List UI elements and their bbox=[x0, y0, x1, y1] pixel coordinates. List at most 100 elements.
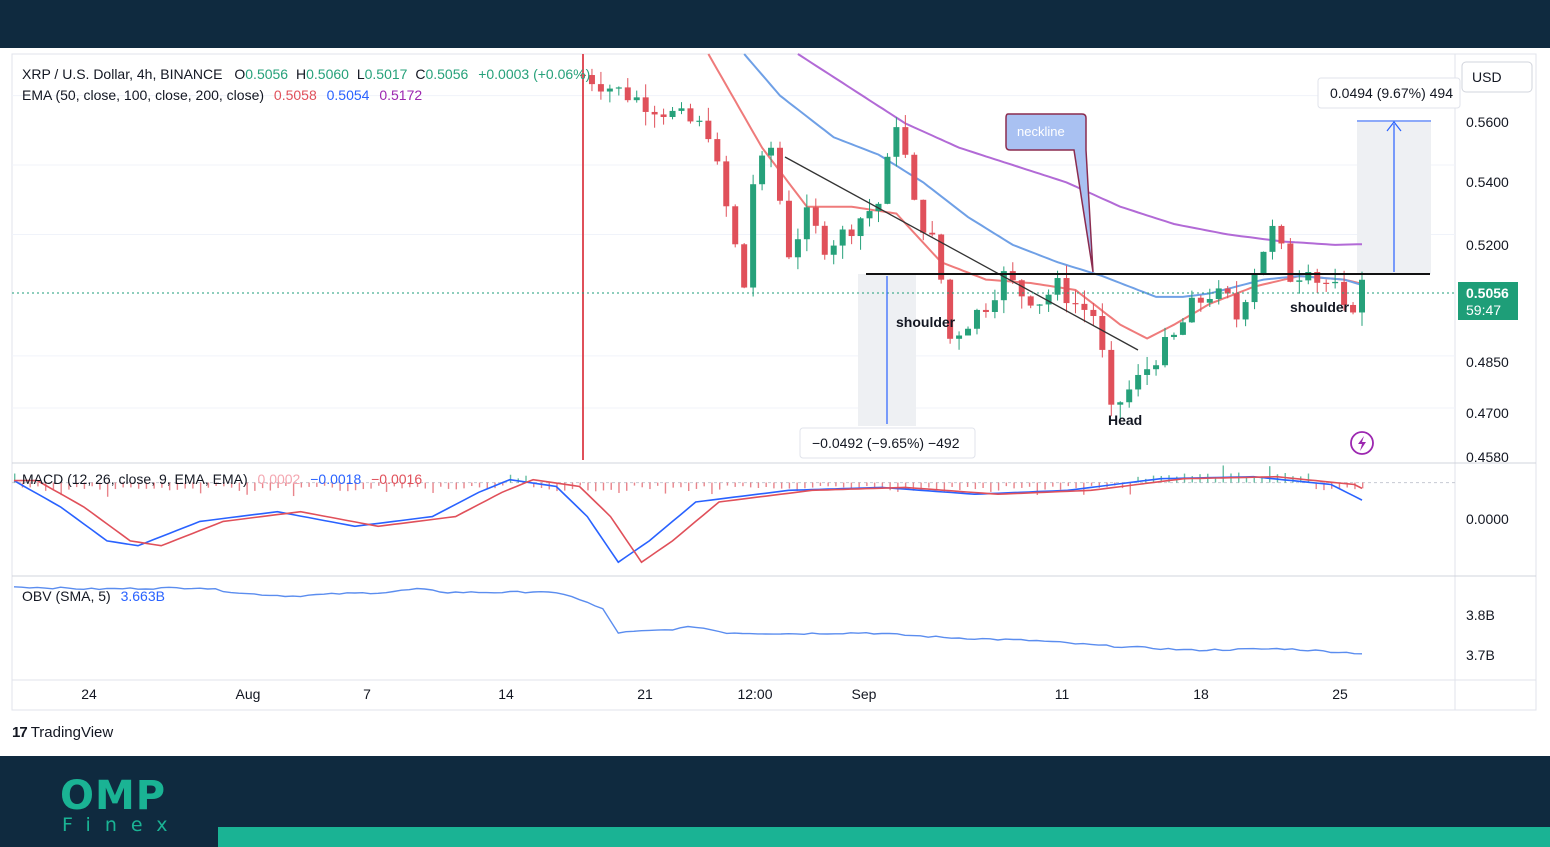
candle-body bbox=[1215, 288, 1222, 299]
time-axis-label: 24 bbox=[81, 686, 97, 702]
candle-body bbox=[1063, 278, 1070, 304]
macd-histogram-bar bbox=[866, 482, 868, 487]
candle-body bbox=[633, 97, 640, 101]
macd-histogram-bar bbox=[540, 482, 543, 489]
macd-histogram-bar bbox=[1346, 482, 1348, 488]
tradingview-icon: 17 bbox=[12, 724, 28, 741]
ema-label: EMA (50, close, 100, close, 200, close) bbox=[22, 87, 264, 103]
macd-histogram-bar bbox=[44, 482, 47, 491]
candle-body bbox=[848, 229, 855, 237]
right-shoulder-label: shoulder bbox=[1290, 299, 1350, 315]
lightning-icon-bolt bbox=[1358, 436, 1366, 451]
tradingview-logo[interactable]: 17 TradingView bbox=[12, 724, 113, 741]
macd-histogram-bar bbox=[1090, 482, 1093, 486]
candle-body bbox=[705, 120, 712, 140]
time-axis-label: 11 bbox=[1055, 686, 1070, 702]
macd-histogram-bar bbox=[726, 482, 729, 486]
change-value: +0.0003 (+0.06%) bbox=[478, 66, 590, 82]
time-axis-label: 18 bbox=[1193, 686, 1209, 702]
macd-histogram-bar bbox=[951, 482, 953, 487]
macd-histogram-bar bbox=[842, 482, 845, 488]
candle-body bbox=[785, 200, 792, 258]
macd-value: −0.0018 bbox=[310, 471, 361, 487]
macd-histogram-bar bbox=[835, 482, 837, 487]
macd-histogram-bar bbox=[269, 482, 272, 491]
currency-label: USD bbox=[1472, 69, 1502, 85]
ema100-value: 0.5054 bbox=[327, 87, 370, 103]
macd-hist-value: 0.0002 bbox=[258, 471, 301, 487]
candle-body bbox=[1188, 297, 1195, 323]
candle-body bbox=[911, 154, 918, 200]
macd-histogram-bar bbox=[347, 482, 349, 492]
macd-histogram-bar bbox=[277, 482, 279, 489]
candle-body bbox=[1072, 303, 1079, 305]
candle-body bbox=[1260, 251, 1267, 275]
macd-histogram-bar bbox=[742, 482, 744, 487]
macd-histogram-bar bbox=[595, 482, 597, 492]
macd-histogram-bar bbox=[354, 482, 357, 491]
candle-body bbox=[1233, 293, 1240, 320]
tradingview-label: TradingView bbox=[30, 724, 114, 741]
time-axis-label: 21 bbox=[637, 686, 653, 702]
macd-histogram-bar bbox=[122, 482, 124, 488]
measure-down-label-box bbox=[799, 427, 976, 459]
macd-histogram-bar bbox=[416, 482, 419, 487]
macd-histogram-bar bbox=[1362, 482, 1364, 489]
macd-histogram-bar bbox=[215, 482, 217, 486]
obv-axis-label: 3.7B bbox=[1466, 647, 1495, 663]
macd-histogram-bar bbox=[757, 482, 760, 488]
macd-histogram-bar bbox=[1013, 482, 1015, 489]
candle-body bbox=[1027, 296, 1034, 306]
macd-histogram-bar bbox=[91, 482, 93, 487]
ema100-line bbox=[743, 53, 1363, 298]
macd-histogram-bar bbox=[308, 482, 310, 487]
open-label: O bbox=[234, 66, 245, 82]
macd-histogram-bar bbox=[106, 482, 109, 497]
neckline-label: neckline bbox=[1017, 124, 1065, 139]
symbol-legend: XRP / U.S. Dollar, 4h, BINANCE O0.5056 H… bbox=[22, 66, 590, 82]
neckline-callout[interactable] bbox=[1005, 113, 1094, 273]
macd-histogram-bar bbox=[137, 482, 140, 489]
price-tick: 0.4850 bbox=[1466, 354, 1509, 370]
obv-value: 3.663B bbox=[121, 588, 165, 604]
gridlines bbox=[12, 95, 1455, 409]
macd-histogram-bar bbox=[641, 482, 643, 488]
macd-histogram-bar bbox=[1067, 482, 1070, 487]
candle-body bbox=[1197, 297, 1204, 303]
macd-histogram-bar bbox=[982, 482, 984, 489]
macd-histogram-bar bbox=[99, 482, 101, 490]
macd-histogram-bar bbox=[114, 482, 117, 490]
macd-histogram-bar bbox=[1222, 465, 1224, 483]
macd-histogram-bar bbox=[959, 482, 961, 491]
candle-body bbox=[1305, 272, 1312, 281]
macd-histogram-bar bbox=[1121, 482, 1124, 489]
candle-body bbox=[1224, 288, 1231, 294]
macd-histogram-bar bbox=[904, 482, 907, 489]
macd-histogram-bar bbox=[788, 482, 791, 489]
macd-histogram-bar bbox=[819, 482, 822, 486]
macd-histogram-bar bbox=[68, 482, 70, 490]
candle-body bbox=[624, 87, 631, 101]
currency-button[interactable] bbox=[1461, 61, 1533, 93]
candle-body bbox=[678, 108, 685, 111]
macd-histogram-bar bbox=[1245, 477, 1248, 483]
candle-body bbox=[794, 239, 801, 258]
macd-histogram-bar bbox=[858, 482, 860, 488]
macd-histogram-bar bbox=[168, 482, 171, 491]
candle-body bbox=[1135, 374, 1142, 390]
macd-histogram-bar bbox=[1269, 466, 1271, 483]
close-label: C bbox=[415, 66, 425, 82]
macd-histogram-bar bbox=[285, 482, 287, 486]
macd-histogram-bar bbox=[734, 482, 736, 487]
candle-body bbox=[714, 139, 721, 162]
macd-signal-line bbox=[14, 475, 1363, 564]
omp-logo: OMP bbox=[60, 773, 167, 819]
candle-body bbox=[1099, 316, 1106, 350]
candle-body bbox=[830, 245, 837, 255]
macd-histogram-bar bbox=[1028, 482, 1031, 487]
macd-histogram-bar bbox=[153, 482, 155, 489]
candle-body bbox=[982, 309, 989, 312]
close-value: 0.5056 bbox=[425, 66, 468, 82]
macd-histogram-bar bbox=[703, 482, 705, 487]
